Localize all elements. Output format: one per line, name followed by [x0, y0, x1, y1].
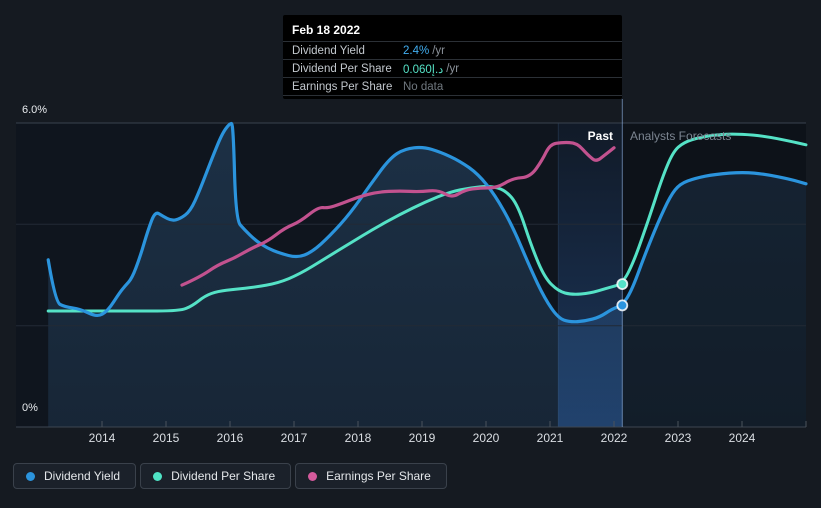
legend-item-earnings-per-share[interactable]: Earnings Per Share — [295, 463, 447, 489]
legend-swatch-icon — [26, 472, 35, 481]
x-axis-label-2021: 2021 — [537, 431, 564, 445]
dividend-per-share-marker-dot[interactable] — [617, 279, 627, 289]
y-axis-bottom-label: 0% — [22, 402, 38, 414]
tooltip-row-label: Dividend Yield — [292, 45, 403, 57]
tooltip-row-label: Earnings Per Share — [292, 81, 403, 93]
dividend-chart-panel: 6.0% 0% 2014 2015 2016 2017 2018 2019 2020 2021… — [0, 0, 821, 508]
x-axis-label-2019: 2019 — [409, 431, 436, 445]
x-axis-label-2020: 2020 — [473, 431, 500, 445]
x-axis-label-2018: 2018 — [345, 431, 372, 445]
tooltip-row: Earnings Per ShareNo data — [283, 78, 622, 96]
legend-item-label: Dividend Per Share — [171, 469, 275, 483]
legend-item-dividend-yield[interactable]: Dividend Yield — [13, 463, 136, 489]
tooltip-row-value: No data — [403, 81, 443, 93]
legend-swatch-icon — [308, 472, 317, 481]
tooltip-row: Dividend Per Share0.060د.إ/yr — [283, 60, 622, 78]
x-axis-label-2022: 2022 — [601, 431, 628, 445]
tooltip-row-label: Dividend Per Share — [292, 63, 403, 75]
x-axis-label-2023: 2023 — [665, 431, 692, 445]
legend-item-label: Earnings Per Share — [326, 469, 431, 483]
forecast-region-label: Analysts Forecasts — [630, 129, 731, 143]
tooltip-row-value: 0.060د.إ — [403, 62, 443, 76]
tooltip-row-unit: /yr — [446, 63, 459, 75]
x-axis-label-2024: 2024 — [729, 431, 756, 445]
x-axis-label-2016: 2016 — [217, 431, 244, 445]
x-axis-label-2015: 2015 — [153, 431, 180, 445]
legend-item-dividend-per-share[interactable]: Dividend Per Share — [140, 463, 291, 489]
hover-highlight-band — [558, 123, 622, 427]
tooltip-date: Feb 18 2022 — [283, 15, 622, 42]
dividend-yield-marker-dot[interactable] — [617, 300, 627, 310]
y-axis-top-label: 6.0% — [22, 104, 47, 116]
legend-swatch-icon — [153, 472, 162, 481]
tooltip-row-unit: /yr — [432, 45, 445, 57]
tooltip-row-value: 2.4% — [403, 45, 429, 57]
chart-tooltip: Feb 18 2022 Dividend Yield2.4%/yrDividen… — [283, 15, 622, 99]
past-region-label: Past — [588, 129, 613, 143]
x-axis-label-2014: 2014 — [89, 431, 116, 445]
chart-legend: Dividend Yield Dividend Per Share Earnings… — [13, 463, 447, 489]
tooltip-row: Dividend Yield2.4%/yr — [283, 42, 622, 60]
x-axis-label-2017: 2017 — [281, 431, 308, 445]
legend-item-label: Dividend Yield — [44, 469, 120, 483]
